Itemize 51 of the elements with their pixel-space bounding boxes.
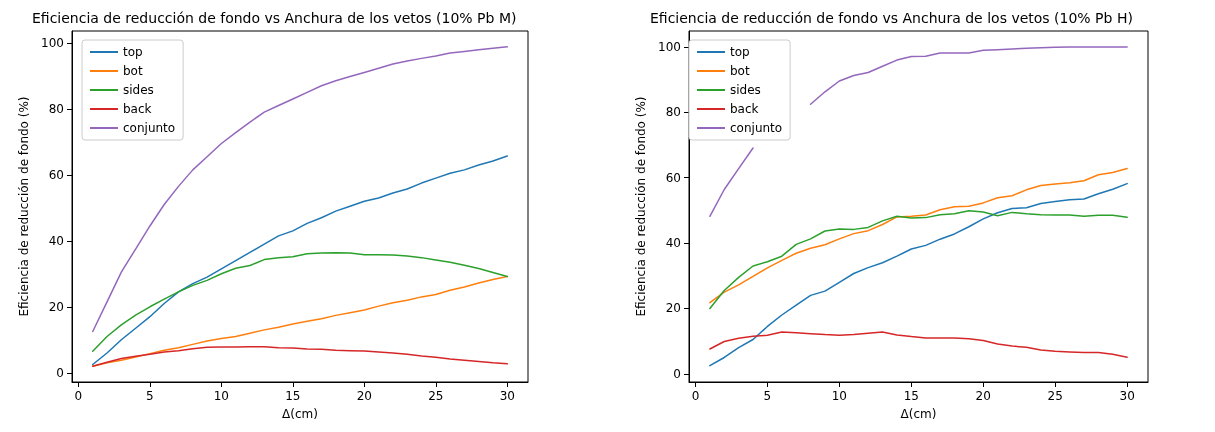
x-tick-label: 5 xyxy=(146,389,154,403)
y-tick-label: 40 xyxy=(48,233,64,248)
legend-label: back xyxy=(730,102,759,116)
y-tick-label: 20 xyxy=(665,301,681,316)
legend-label: bot xyxy=(123,64,143,78)
line-series xyxy=(709,210,1128,310)
legend-label: conjunto xyxy=(730,121,783,135)
x-tick-label: 15 xyxy=(903,389,919,403)
y-axis-title: Eficiencia de reducción de fondo (%) xyxy=(17,96,32,317)
line-series xyxy=(91,46,509,333)
line-series xyxy=(709,167,1128,304)
chart-title: Eficiencia de reducción de fondo vs Anchura de los vetos (10% Pb H) xyxy=(650,10,1133,26)
x-tick-label: 0 xyxy=(691,389,700,403)
x-tick-label: 30 xyxy=(1119,389,1135,403)
legend-label: top xyxy=(123,45,143,59)
legend-label: sides xyxy=(730,83,761,97)
x-tick-label: 20 xyxy=(975,389,991,403)
line-series xyxy=(91,275,509,367)
legend-label: sides xyxy=(123,83,154,97)
chart-title: Eficiencia de reducción de fondo vs Anchura de los vetos (10% Pb M) xyxy=(32,10,517,26)
x-tick-label: 25 xyxy=(428,389,444,403)
y-axis-title: Eficiencia de reducción de fondo (%) xyxy=(634,96,649,317)
y-tick-label: 40 xyxy=(665,236,681,251)
line-series xyxy=(709,182,1128,367)
y-tick-label: 100 xyxy=(41,35,64,50)
y-tick-label: 60 xyxy=(48,167,64,182)
x-tick-label: 10 xyxy=(831,389,847,403)
x-tick-label: 15 xyxy=(285,389,301,403)
y-tick-label: 80 xyxy=(665,105,681,120)
x-tick-label: 20 xyxy=(356,389,372,403)
x-tick-label: 0 xyxy=(74,389,83,403)
legend-label: top xyxy=(730,45,750,59)
line-series xyxy=(709,331,1128,358)
legend-label: bot xyxy=(730,64,750,78)
x-tick-label: 25 xyxy=(1047,389,1063,403)
legend-label: back xyxy=(123,102,152,116)
y-tick-label: 80 xyxy=(48,101,64,116)
line-series xyxy=(91,345,509,367)
legend-label: conjunto xyxy=(123,121,176,135)
y-tick-label: 100 xyxy=(658,40,681,55)
x-axis-title: Δ(cm) xyxy=(282,407,318,421)
y-tick-label: 0 xyxy=(56,365,64,380)
y-tick-label: 0 xyxy=(673,366,681,381)
y-tick-label: 20 xyxy=(48,299,64,314)
y-tick-label: 60 xyxy=(665,170,681,185)
x-tick-label: 10 xyxy=(213,389,230,403)
line-series xyxy=(91,155,509,366)
line-series xyxy=(91,251,509,353)
x-tick-label: 5 xyxy=(763,389,772,403)
x-axis-title: Δ(cm) xyxy=(900,407,937,421)
x-tick-label: 30 xyxy=(499,389,515,403)
